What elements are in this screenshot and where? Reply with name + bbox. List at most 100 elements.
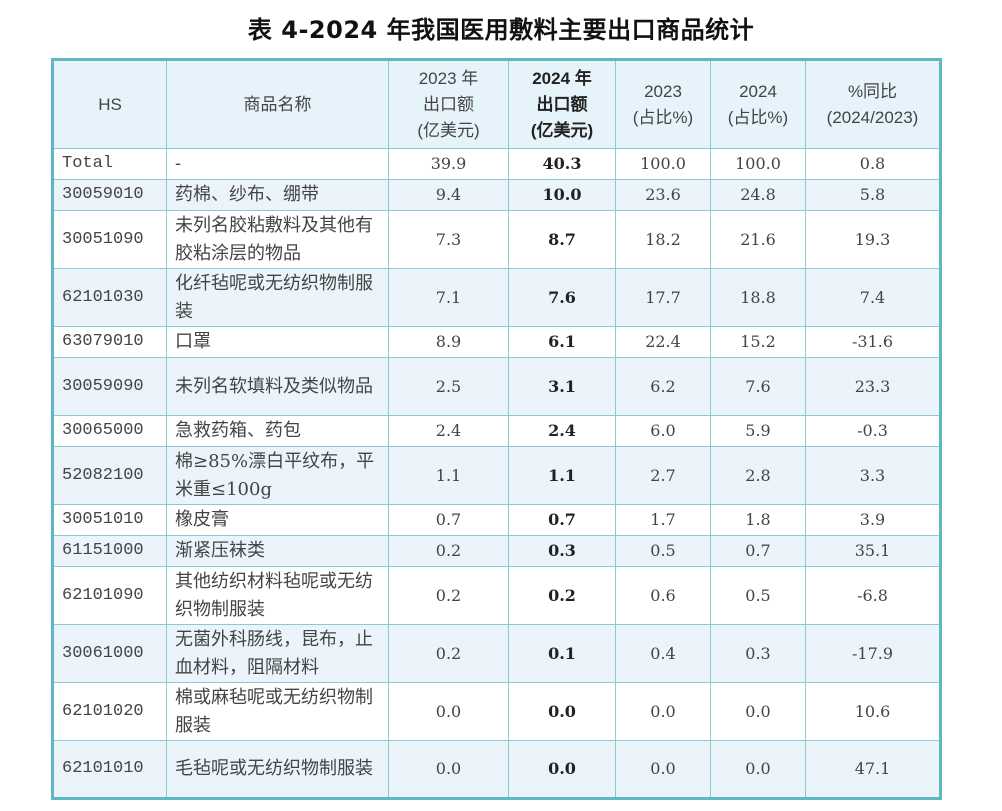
header-hs: HS [52,59,167,149]
cell-hs: 30051090 [52,210,167,269]
table-row: 52082100 棉≥85%漂白平纹布，平米重≤100g 1.1 1.1 2.7… [52,446,941,505]
table-row: 30059090 未列名软填料及类似物品 2.5 3.1 6.2 7.6 23.… [52,357,941,416]
cell-share2024: 1.8 [710,504,806,536]
cell-share2023: 0.5 [615,535,711,567]
cell-yoy: 3.3 [805,446,941,505]
cell-exp2023: 2.5 [388,357,509,416]
cell-yoy: 10.6 [805,682,941,741]
cell-share2023: 23.6 [615,179,711,211]
cell-yoy: 7.4 [805,268,941,327]
cell-exp2023: 0.0 [388,682,509,741]
cell-share2024: 0.0 [710,740,806,799]
cell-exp2023: 7.1 [388,268,509,327]
cell-name: 棉≥85%漂白平纹布，平米重≤100g [166,446,389,505]
cell-exp2023: 0.7 [388,504,509,536]
cell-yoy: 5.8 [805,179,941,211]
cell-yoy: 23.3 [805,357,941,416]
cell-share2024: 0.3 [710,624,806,683]
cell-exp2023: 0.2 [388,624,509,683]
table-title: 表 4-2024 年我国医用敷料主要出口商品统计 [247,16,755,44]
cell-name: 未列名软填料及类似物品 [166,357,389,416]
cell-yoy: 35.1 [805,535,941,567]
cell-exp2024: 0.0 [508,682,616,741]
table-row: 62101010 毛毡呢或无纺织物制服装 0.0 0.0 0.0 0.0 47.… [52,740,941,799]
cell-name: 化纤毡呢或无纺织物制服装 [166,268,389,327]
cell-name: 棉或麻毡呢或无纺织物制服装 [166,682,389,741]
cell-name: 其他纺织材料毡呢或无纺织物制服装 [166,566,389,625]
cell-exp2024: 2.4 [508,415,616,447]
cell-name: 渐紧压袜类 [166,535,389,567]
cell-hs: 52082100 [52,446,167,505]
cell-exp2024: 0.3 [508,535,616,567]
cell-name: 药棉、纱布、绷带 [166,179,389,211]
cell-share2023: 0.0 [615,740,711,799]
header-exp2023: 2023 年 出口额 (亿美元) [388,59,509,149]
cell-share2023: 17.7 [615,268,711,327]
cell-hs: 62101020 [52,682,167,741]
cell-yoy: 19.3 [805,210,941,269]
cell-exp2024: 0.1 [508,624,616,683]
table-row: 61151000 渐紧压袜类 0.2 0.3 0.5 0.7 35.1 [52,535,941,567]
header-yoy: %同比 (2024/2023) [805,59,941,149]
table-row: 62101020 棉或麻毡呢或无纺织物制服装 0.0 0.0 0.0 0.0 1… [52,682,941,741]
cell-share2023: 0.0 [615,682,711,741]
table-row: 30051010 橡皮膏 0.7 0.7 1.7 1.8 3.9 [52,504,941,536]
cell-hs: 63079010 [52,326,167,358]
cell-exp2024: 3.1 [508,357,616,416]
cell-hs: 62101010 [52,740,167,799]
cell-yoy: -0.3 [805,415,941,447]
cell-hs: 61151000 [52,535,167,567]
cell-share2023: 0.6 [615,566,711,625]
table-row: 62101090 其他纺织材料毡呢或无纺织物制服装 0.2 0.2 0.6 0.… [52,566,941,625]
cell-name: 无菌外科肠线，昆布，止血材料，阻隔材料 [166,624,389,683]
cell-exp2023: 2.4 [388,415,509,447]
cell-yoy: -31.6 [805,326,941,358]
table-row: 63079010 口罩 8.9 6.1 22.4 15.2 -31.6 [52,326,941,358]
cell-yoy: 0.8 [805,148,941,180]
cell-name: 急救药箱、药包 [166,415,389,447]
header-row: HS 商品名称 2023 年 出口额 (亿美元) 2024 年 出口额 (亿美元… [52,59,941,149]
cell-exp2023: 7.3 [388,210,509,269]
cell-share2024: 0.0 [710,682,806,741]
cell-yoy: -17.9 [805,624,941,683]
cell-exp2023: 1.1 [388,446,509,505]
header-share2023: 2023 (占比%) [615,59,711,149]
cell-share2024: 0.7 [710,535,806,567]
cell-hs: 62101030 [52,268,167,327]
cell-hs: 30061000 [52,624,167,683]
table-row: 30065000 急救药箱、药包 2.4 2.4 6.0 5.9 -0.3 [52,415,941,447]
cell-share2024: 15.2 [710,326,806,358]
cell-exp2024: 1.1 [508,446,616,505]
cell-exp2023: 0.0 [388,740,509,799]
table-row: 30051090 未列名胶粘敷料及其他有胶粘涂层的物品 7.3 8.7 18.2… [52,210,941,269]
cell-share2024: 2.8 [710,446,806,505]
cell-share2023: 18.2 [615,210,711,269]
cell-share2023: 100.0 [615,148,711,180]
export-statistics-table: HS 商品名称 2023 年 出口额 (亿美元) 2024 年 出口额 (亿美元… [51,58,942,800]
cell-name: 毛毡呢或无纺织物制服装 [166,740,389,799]
cell-name: - [166,148,389,180]
header-share2024: 2024 (占比%) [710,59,806,149]
cell-hs: 62101090 [52,566,167,625]
cell-share2024: 5.9 [710,415,806,447]
table-row: 62101030 化纤毡呢或无纺织物制服装 7.1 7.6 17.7 18.8 … [52,268,941,327]
header-name: 商品名称 [166,59,389,149]
cell-exp2023: 39.9 [388,148,509,180]
table-row-total: Total - 39.9 40.3 100.0 100.0 0.8 [52,148,941,180]
cell-share2024: 7.6 [710,357,806,416]
cell-share2024: 24.8 [710,179,806,211]
cell-exp2023: 9.4 [388,179,509,211]
cell-exp2024: 8.7 [508,210,616,269]
cell-exp2024: 10.0 [508,179,616,211]
cell-exp2024: 40.3 [508,148,616,180]
cell-name: 口罩 [166,326,389,358]
cell-hs: 30065000 [52,415,167,447]
cell-share2023: 1.7 [615,504,711,536]
cell-share2023: 2.7 [615,446,711,505]
cell-yoy: 47.1 [805,740,941,799]
cell-exp2023: 8.9 [388,326,509,358]
cell-exp2024: 6.1 [508,326,616,358]
cell-share2024: 18.8 [710,268,806,327]
cell-share2024: 100.0 [710,148,806,180]
cell-share2023: 6.0 [615,415,711,447]
